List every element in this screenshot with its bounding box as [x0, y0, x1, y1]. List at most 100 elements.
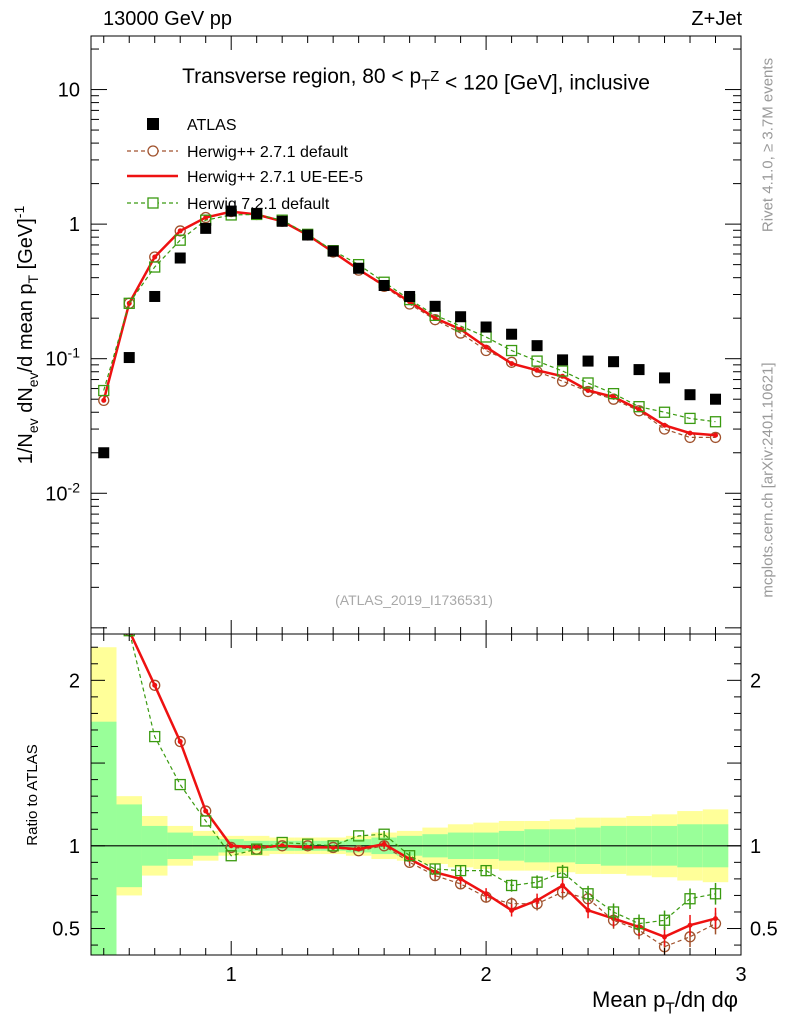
ratio-herwig-default-marker	[174, 735, 186, 748]
atlas-data-point	[531, 340, 543, 352]
ratio-herwig7-marker	[276, 836, 288, 849]
ratio-herwig-ue-point	[483, 891, 489, 897]
main-herwig7-marker	[684, 412, 696, 425]
atlas-data-point	[684, 389, 696, 401]
main-herwig-ue-point	[534, 367, 540, 373]
ratio-herwig7-marker	[225, 850, 237, 862]
legend: ATLAS Herwig++ 2.7.1 default Herwig++ 2.7.…	[127, 117, 363, 213]
ratio-herwig-ue-point	[381, 841, 387, 847]
atlas-data-point	[506, 328, 518, 340]
main-herwig-ue-point	[636, 406, 642, 412]
main-herwig-ue-point	[203, 215, 209, 221]
y-tick-label: 10-1	[45, 345, 80, 371]
main-herwig7-marker	[149, 261, 161, 273]
main-herwig-ue-point	[432, 315, 438, 321]
atlas-data-point	[251, 207, 263, 219]
ratio-ticks	[91, 634, 742, 955]
y-tick-label: 1	[69, 214, 80, 236]
main-herwig7-marker	[658, 406, 671, 418]
main-herwig-ue-point	[662, 422, 668, 428]
x-axis-label: Mean pT/dη dφ	[592, 987, 738, 1018]
ratio-herwig7-marker	[378, 828, 390, 840]
atlas-data-point	[633, 364, 645, 376]
ratio-bands	[91, 647, 729, 955]
atlas-data-point	[608, 356, 620, 368]
ratio-herwig7-marker	[709, 888, 722, 900]
atlas-data-point	[404, 290, 416, 302]
atlas-data-point	[353, 262, 365, 274]
legend-marker-herwig-default	[147, 145, 159, 157]
atlas-data-point	[174, 252, 186, 264]
ratio-herwig-ue-point	[101, 603, 106, 608]
atlas-data-point	[225, 205, 237, 217]
ratio-panel: 0.5 0.5 1 1 2 2 1 2 3 Ratio to ATLAS Mean pT/dη dφ	[24, 603, 778, 1018]
main-herwig7-marker	[633, 401, 645, 413]
ratio-herwig7-marker	[658, 914, 671, 926]
ratio-y-tick-label-left: 0.5	[52, 919, 80, 941]
main-herwig-default-marker	[709, 431, 722, 444]
atlas-data-point	[378, 279, 390, 291]
ratio-herwig-default-marker	[352, 845, 365, 857]
ratio-y-tick-label-right: 0.5	[750, 919, 778, 941]
main-herwig-ue-point	[177, 228, 183, 234]
ratio-herwig7-marker	[327, 840, 339, 852]
atlas-data-point	[149, 290, 161, 302]
ratio-herwig-default-marker	[149, 679, 161, 691]
main-herwig7-marker	[480, 331, 492, 343]
legend-label: Herwig 7.2.1 default	[187, 196, 330, 213]
uncertainty-band-inner	[91, 721, 117, 955]
ratio-herwig7-marker	[531, 876, 543, 888]
ratio-y-tick-label-right: 2	[750, 670, 761, 692]
main-herwig7-marker	[531, 355, 543, 367]
ratio-herwig7-marker	[684, 893, 696, 905]
ratio-herwig7-marker	[582, 888, 594, 900]
ratio-herwig7-marker	[505, 879, 518, 892]
x-tick-label: 2	[481, 964, 492, 986]
atlas-data-point	[327, 245, 339, 257]
ratio-herwig-default-line	[130, 634, 716, 948]
atlas-data-point	[710, 393, 722, 405]
ratio-herwig7-line	[129, 634, 716, 925]
y-tick-label: 10	[58, 80, 80, 102]
main-herwig7-marker	[607, 387, 620, 400]
rivet-label: Rivet 4.1.0, ≥ 3.7M events	[759, 57, 777, 233]
atlas-data-point	[276, 215, 288, 227]
ratio-herwig-ue-point	[356, 846, 362, 852]
ratio-herwig7-marker	[302, 838, 314, 850]
main-herwig-default-marker	[174, 225, 186, 237]
ratio-y-tick-label-left: 2	[69, 670, 80, 692]
main-herwig-ue-line	[102, 210, 716, 437]
ratio-herwig-ue-line	[129, 634, 716, 939]
main-herwig-ue-point	[509, 361, 515, 367]
ratio-herwig7-marker	[149, 730, 161, 743]
ratio-herwig7-marker	[633, 917, 645, 930]
ratio-herwig-ue-point	[228, 843, 234, 849]
main-y-label-group: 1/Nev dNev/d mean pT [GeV]-1	[11, 206, 41, 465]
ratio-herwig7-marker	[556, 866, 569, 878]
main-herwig-ue-point	[585, 388, 591, 394]
x-tick-label: 1	[226, 964, 237, 986]
main-herwig7-marker	[709, 416, 722, 428]
y-tick-label: 10-2	[45, 479, 80, 505]
atlas-data-point	[582, 355, 594, 367]
ratio-herwig-ue-point	[534, 897, 540, 903]
main-herwig-ue-point	[101, 397, 107, 403]
legend-label: Herwig++ 2.7.1 default	[187, 144, 349, 161]
ratio-herwig-default-marker	[225, 841, 237, 854]
main-y-axis-label: 1/Nev dNev/d mean pT [GeV]-1	[11, 206, 41, 465]
ratio-herwig-ue-point	[713, 916, 719, 922]
ratio-series	[101, 603, 722, 955]
main-herwig-ue-point	[152, 254, 158, 260]
main-herwig7-marker	[556, 365, 569, 377]
ratio-herwig7-marker	[251, 843, 263, 855]
ratio-frame	[90, 633, 742, 956]
ratio-herwig7-marker	[607, 906, 620, 918]
main-series	[98, 205, 722, 459]
legend-label: Herwig++ 2.7.1 UE-EE-5	[187, 169, 363, 186]
main-herwig7-marker	[505, 344, 518, 357]
process-label: Z+Jet	[691, 8, 742, 30]
ratio-y-tick-label-right: 1	[750, 836, 761, 858]
atlas-data-point	[455, 311, 467, 323]
ratio-herwig-ue-point	[458, 876, 464, 882]
legend-marker-atlas	[147, 118, 159, 130]
